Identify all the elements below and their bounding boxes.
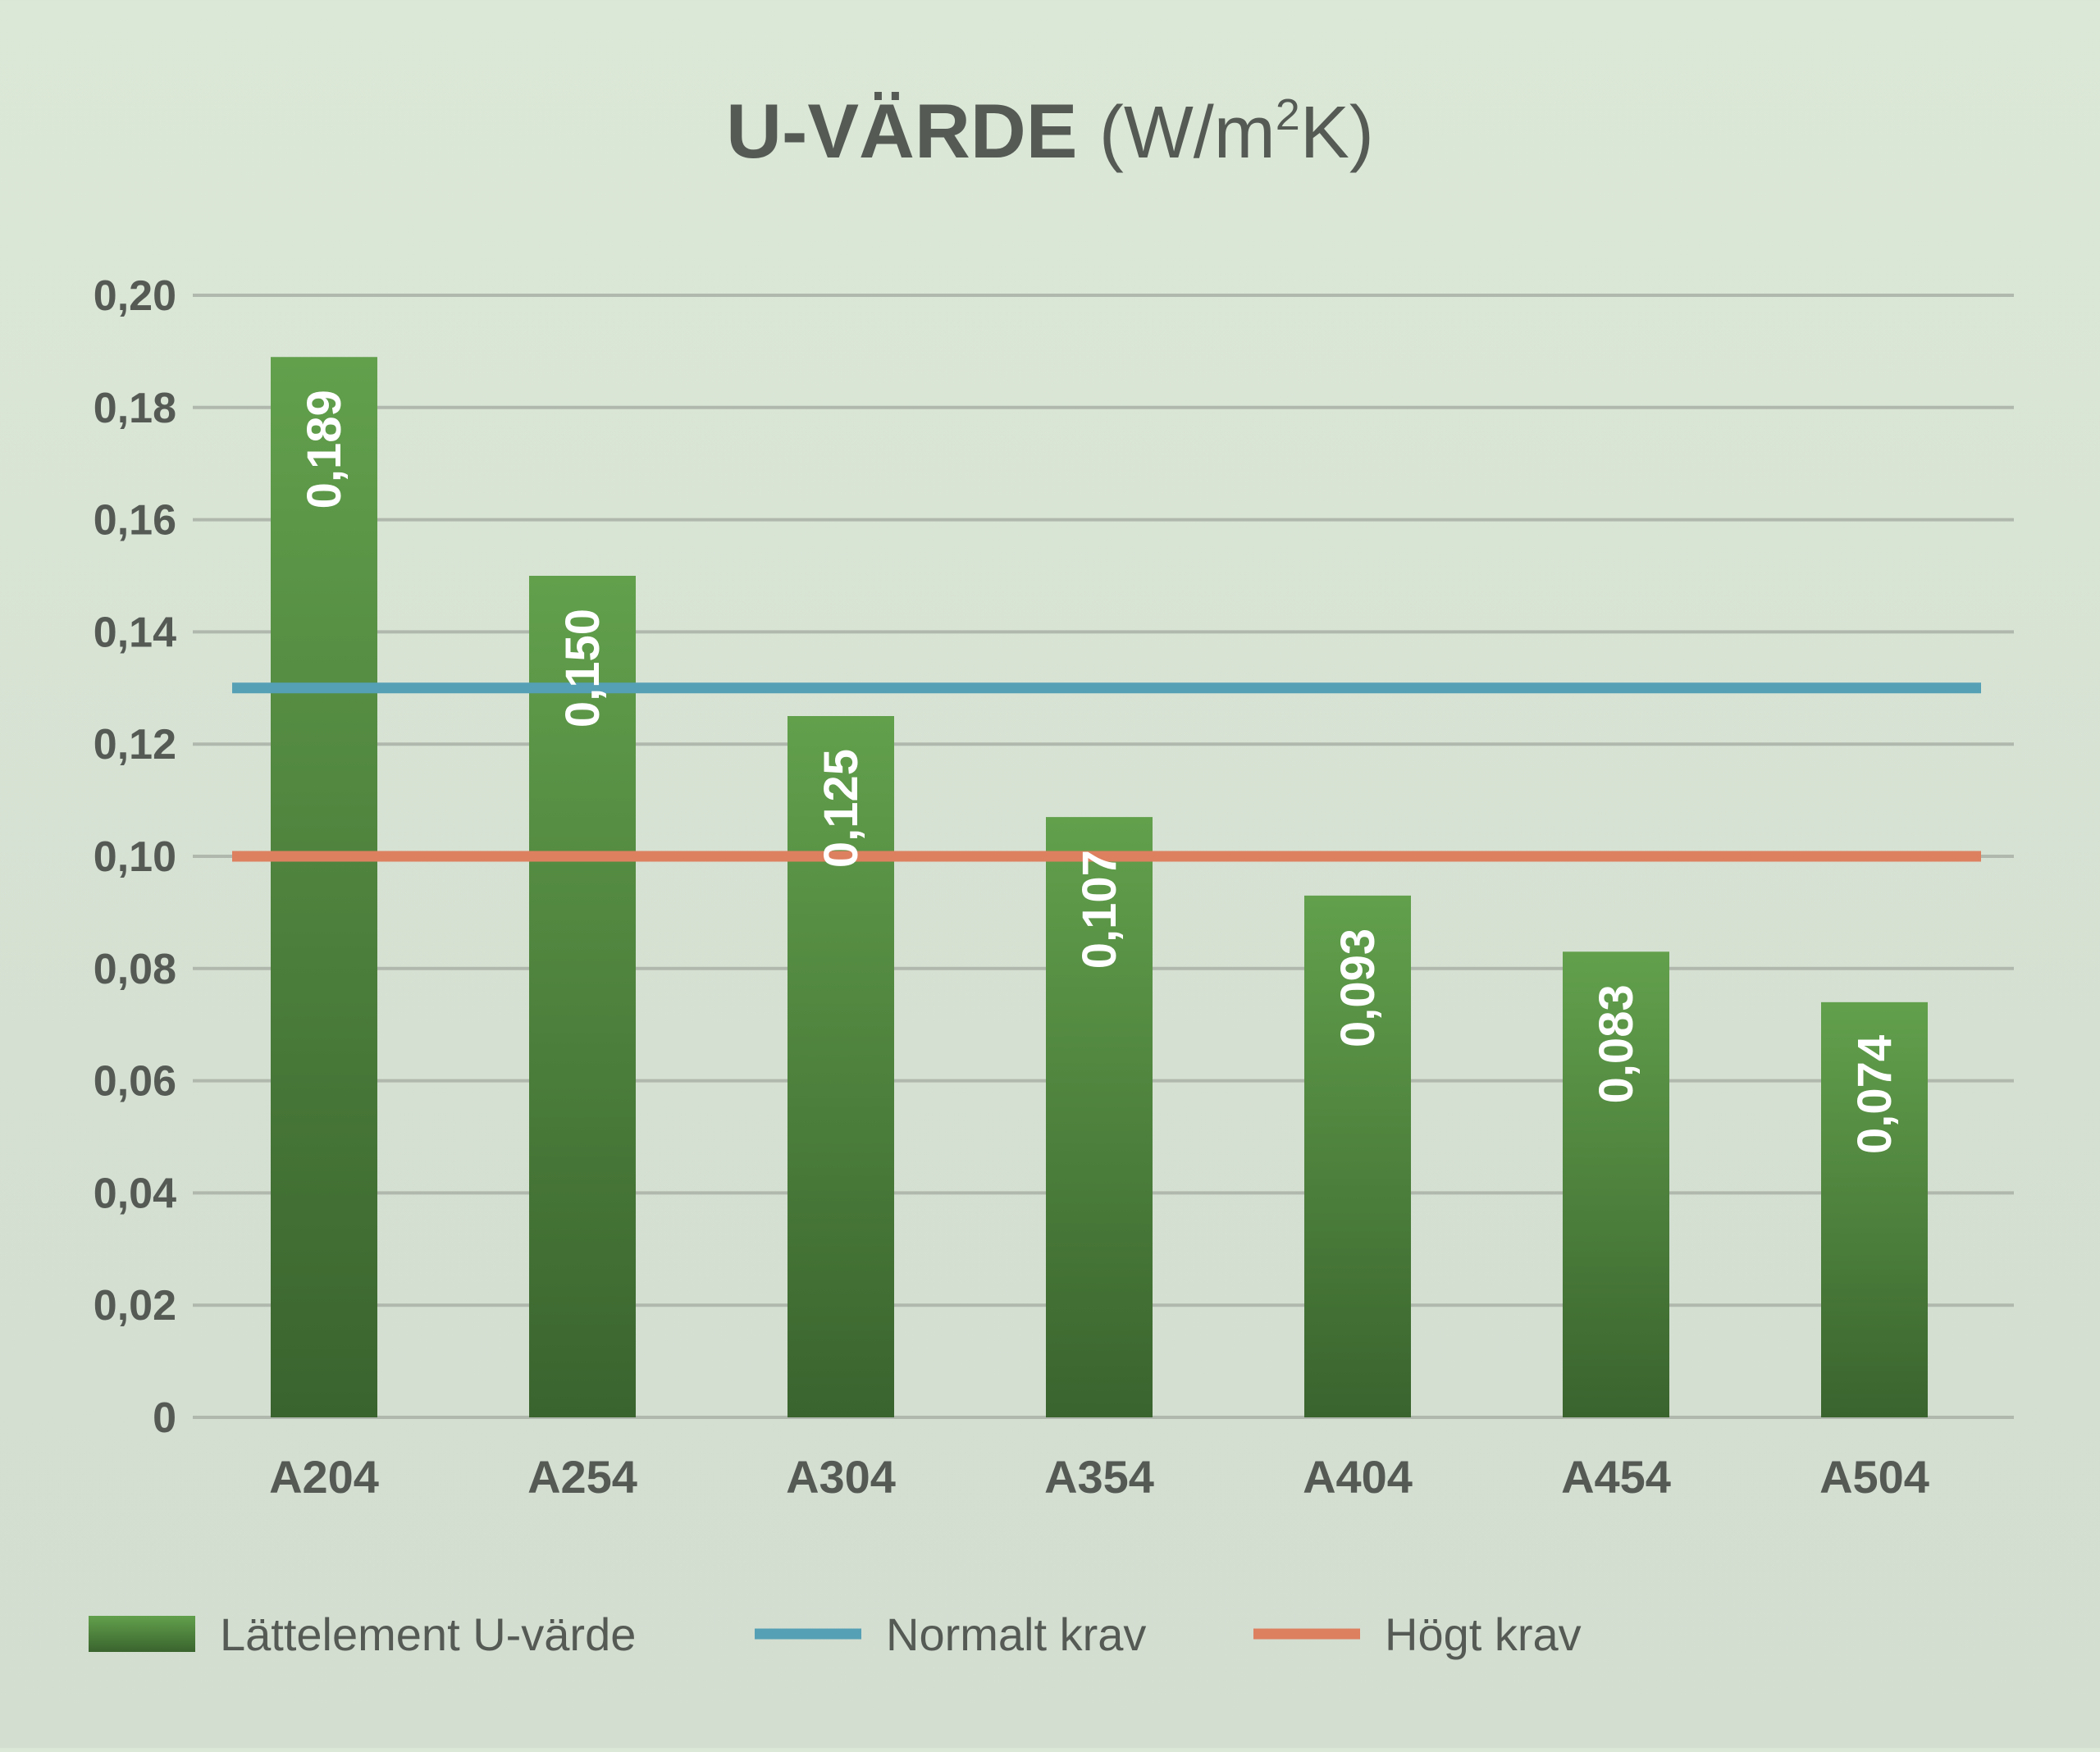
legend-label: Normalt krav [886,1608,1146,1660]
x-tick-label: A454 [1561,1451,1671,1503]
bar-a354 [1046,817,1153,1417]
bar-value-label: 0,093 [1331,928,1385,1047]
y-tick-label: 0,08 [94,946,176,993]
y-axis-ticks: 0 0,02 0,04 0,06 0,08 0,10 0,12 0,14 0,16 0,18 0,2… [94,272,176,1442]
x-tick-label: A254 [527,1451,637,1503]
x-tick-label: A404 [1303,1451,1413,1503]
y-tick-label: 0,14 [94,609,176,656]
bar-a404 [1304,895,1411,1417]
bar-a204 [271,357,377,1417]
legend-swatch-bar [89,1616,195,1652]
x-tick-label: A504 [1819,1451,1929,1503]
chart-title: U-VÄRDE (W/m2K) [726,88,1374,174]
x-tick-label: A354 [1044,1451,1154,1503]
bar-value-labels: 0,189 0,150 0,125 0,107 0,093 0,083 0,074 [298,390,1901,1154]
chart-title-main: U-VÄRDE [726,88,1077,174]
chart-title-unit-sup: 2 [1276,90,1300,139]
bar-a304 [788,716,894,1417]
x-axis-ticks: A204 A254 A304 A354 A404 A454 A504 [269,1451,1929,1503]
bar-value-label: 0,107 [1073,850,1126,969]
y-tick-label: 0,16 [94,497,176,545]
y-tick-label: 0,12 [94,721,176,769]
x-tick-label: A304 [786,1451,896,1503]
y-tick-label: 0,02 [94,1282,176,1330]
y-tick-label: 0,20 [94,272,176,320]
y-tick-label: 0,06 [94,1058,176,1106]
bar-value-label: 0,125 [815,749,868,868]
chart-title-unit-suffix: K) [1300,92,1374,174]
reference-lines [232,682,1981,862]
bars [271,357,1928,1417]
legend-label: Lättelement U-värde [220,1608,636,1660]
bar-value-label: 0,150 [556,609,609,728]
bar-value-label: 0,074 [1848,1035,1901,1154]
legend: Lättelement U-värde Normalt krav Högt krav [89,1608,1582,1660]
bar-value-label: 0,083 [1590,984,1643,1103]
bar-a254 [529,576,636,1417]
chart-title-unit: (W/m [1099,92,1276,174]
y-tick-label: 0,10 [94,833,176,881]
y-tick-label: 0 [153,1394,176,1442]
legend-label: Högt krav [1385,1608,1582,1660]
bar-a504 [1821,1001,1928,1417]
y-tick-label: 0,18 [94,385,176,432]
bar-a454 [1563,951,1669,1417]
bar-value-label: 0,189 [298,390,351,509]
x-tick-label: A204 [269,1451,379,1503]
y-tick-label: 0,04 [94,1170,176,1217]
